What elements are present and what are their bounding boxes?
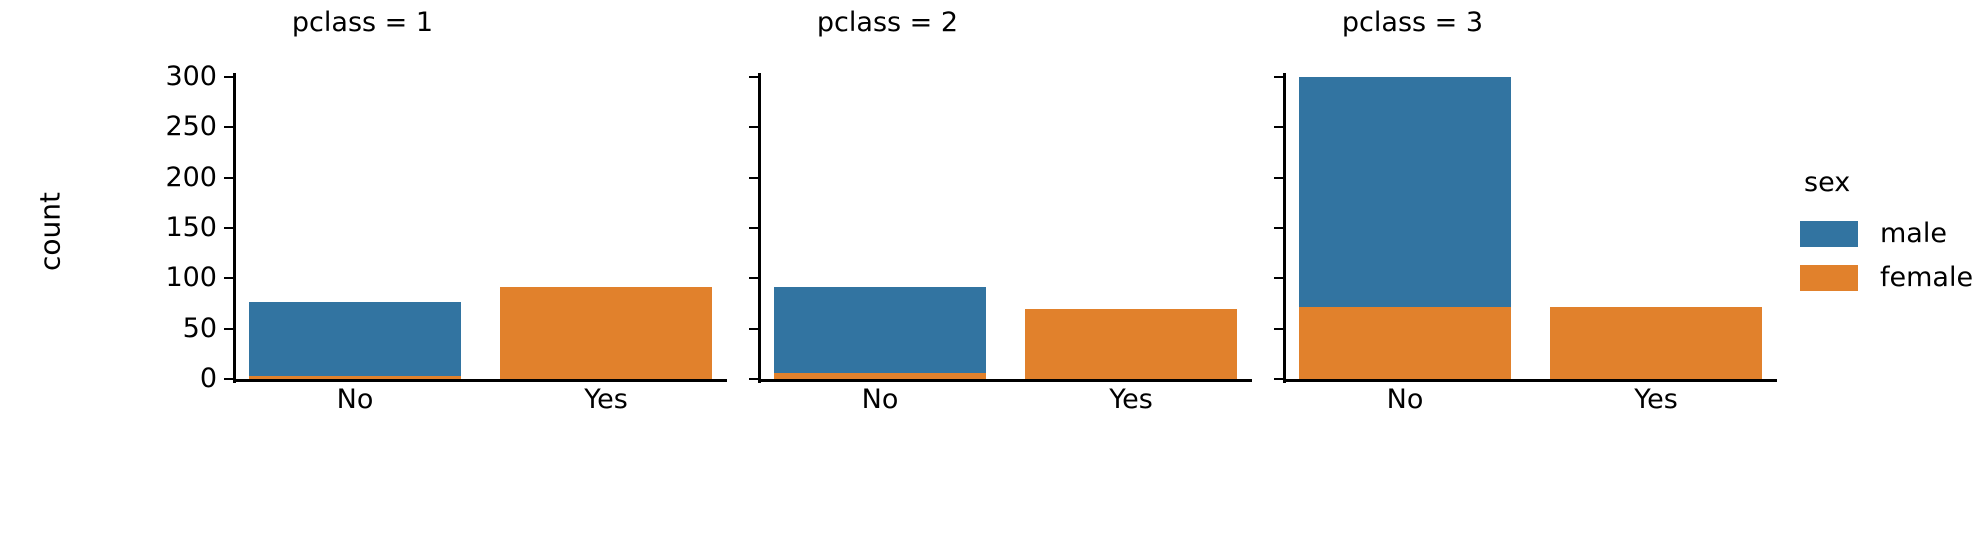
y-axis-label: count bbox=[33, 192, 67, 271]
facet-title: pclass = 1 bbox=[291, 7, 434, 38]
bar-female[interactable] bbox=[774, 372, 986, 379]
y-tick-100 bbox=[1274, 277, 1285, 280]
x-tick-label-yes: Yes bbox=[1634, 384, 1678, 415]
y-tick-250 bbox=[224, 126, 235, 129]
bar-male[interactable] bbox=[249, 301, 461, 379]
y-tick-200 bbox=[224, 176, 235, 179]
y-tick-300 bbox=[749, 76, 760, 78]
y-tick-200 bbox=[749, 176, 760, 179]
plot-area: No Yes bbox=[1274, 73, 1777, 415]
bar-male[interactable] bbox=[774, 287, 986, 379]
bar-female[interactable] bbox=[1299, 306, 1511, 379]
y-tick-0 bbox=[224, 378, 235, 380]
legend-label-male: male bbox=[1880, 218, 1947, 249]
x-tick-label-yes: Yes bbox=[584, 384, 628, 415]
y-tick-100 bbox=[749, 277, 760, 280]
bar-female[interactable] bbox=[500, 287, 712, 379]
y-tick-label-300: 300 bbox=[165, 61, 217, 92]
x-tick-label-no: No bbox=[861, 384, 899, 415]
bar-group-yes[interactable] bbox=[500, 77, 712, 379]
y-tick-300 bbox=[1274, 76, 1285, 78]
x-tick-label-no: No bbox=[1386, 384, 1424, 415]
legend-swatch-female bbox=[1800, 265, 1858, 291]
legend-item-female[interactable]: female bbox=[1800, 256, 1974, 300]
plot-area: No Yes bbox=[749, 73, 1252, 415]
y-tick-50 bbox=[224, 327, 235, 330]
bar-female[interactable] bbox=[249, 375, 461, 379]
bar-group-no[interactable] bbox=[774, 77, 986, 379]
y-tick-50 bbox=[1274, 327, 1285, 330]
y-tick-250 bbox=[1274, 126, 1285, 129]
bar-group-yes[interactable] bbox=[1550, 77, 1762, 379]
x-tick-label-yes: Yes bbox=[1109, 384, 1153, 415]
y-tick-150 bbox=[749, 227, 760, 229]
y-tick-label-100: 100 bbox=[165, 262, 217, 294]
y-tick-200 bbox=[1274, 176, 1285, 179]
bar-group-no[interactable] bbox=[249, 77, 461, 379]
x-axis-spine bbox=[758, 379, 1252, 382]
y-tick-0 bbox=[1274, 378, 1285, 380]
plot-area: 300 250 200 150 100 50 0 No Yes bbox=[165, 63, 727, 415]
y-tick-label-50: 50 bbox=[182, 312, 217, 344]
legend: sex male female bbox=[1800, 167, 1974, 300]
y-tick-label-0: 0 bbox=[199, 363, 217, 394]
facet-panel-pclass-1: pclass = 1 300 250 200 150 100 50 0 bbox=[100, 0, 727, 540]
x-tick-label-no: No bbox=[336, 384, 374, 415]
y-tick-0 bbox=[749, 378, 760, 380]
bar-group-no[interactable] bbox=[1299, 77, 1511, 379]
facet-panel-pclass-3: pclass = 3 No Yes bbox=[1150, 0, 1777, 540]
y-tick-250 bbox=[749, 126, 760, 129]
legend-title: sex bbox=[1804, 167, 1851, 198]
legend-swatch-male bbox=[1800, 221, 1858, 247]
facet-title: pclass = 2 bbox=[816, 7, 959, 38]
y-tick-150 bbox=[1274, 227, 1285, 229]
x-axis-spine bbox=[1283, 379, 1777, 382]
legend-label-female: female bbox=[1880, 262, 1974, 293]
y-tick-label-200: 200 bbox=[165, 161, 217, 193]
facet-panel-pclass-2: pclass = 2 No Yes bbox=[625, 0, 1252, 540]
bar-female[interactable] bbox=[1550, 306, 1762, 379]
bar-female[interactable] bbox=[1025, 308, 1237, 379]
legend-item-male[interactable]: male bbox=[1800, 212, 1970, 256]
y-tick-100 bbox=[224, 277, 235, 280]
y-tick-300 bbox=[224, 76, 235, 78]
x-axis-spine bbox=[233, 379, 727, 382]
y-tick-150 bbox=[224, 227, 235, 229]
y-tick-label-250: 250 bbox=[165, 111, 217, 143]
bar-group-yes[interactable] bbox=[1025, 77, 1237, 379]
y-tick-50 bbox=[749, 327, 760, 330]
y-tick-label-150: 150 bbox=[165, 212, 217, 243]
facet-title: pclass = 3 bbox=[1341, 7, 1484, 38]
